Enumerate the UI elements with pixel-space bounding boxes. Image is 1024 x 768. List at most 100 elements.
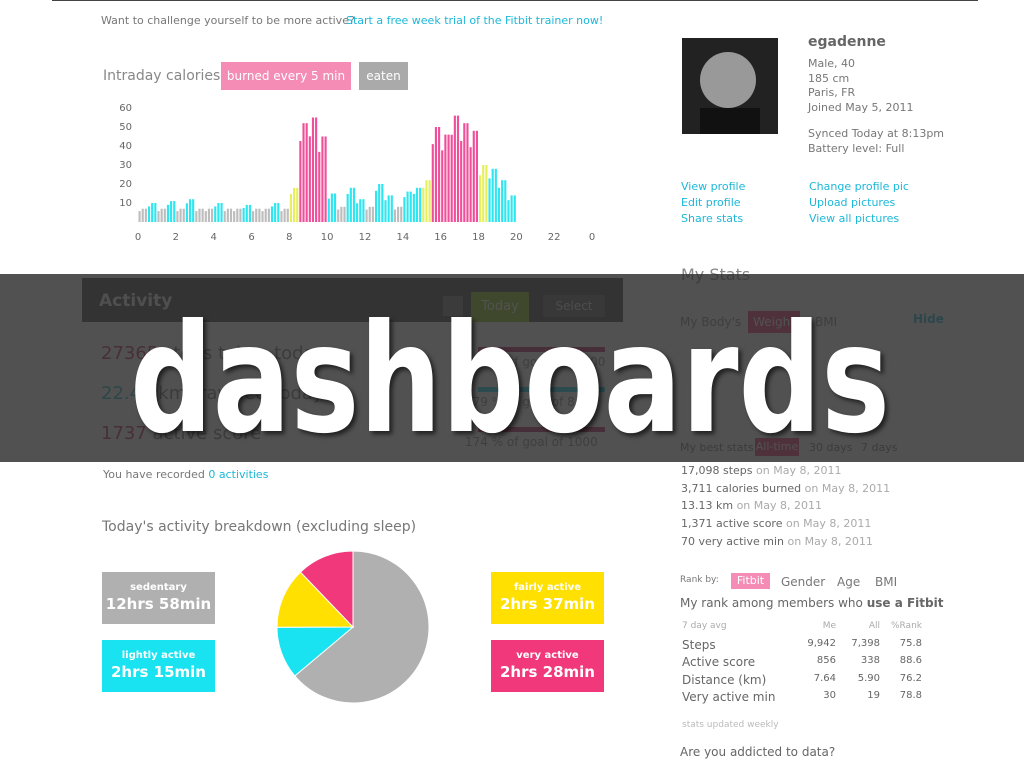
prompt: Want to challenge yourself to be more ac… bbox=[101, 14, 355, 27]
bar bbox=[226, 208, 229, 222]
rank-cell: 7.64 bbox=[813, 672, 836, 684]
bar bbox=[220, 203, 223, 222]
rank-cell: Active score bbox=[682, 655, 756, 670]
bar bbox=[466, 123, 469, 222]
bar bbox=[475, 130, 478, 222]
bar bbox=[217, 203, 220, 222]
bar bbox=[356, 203, 359, 222]
bar bbox=[151, 203, 154, 222]
rank-cell: 5.90 bbox=[857, 672, 880, 684]
rank-cell: 7,398 bbox=[851, 638, 880, 649]
bar bbox=[488, 178, 491, 222]
profile-link[interactable]: Share stats bbox=[681, 212, 744, 225]
pie-slice bbox=[299, 550, 354, 629]
box-label: sedentary bbox=[130, 582, 187, 593]
bar bbox=[406, 191, 409, 222]
bar bbox=[163, 208, 166, 222]
bar bbox=[384, 200, 387, 222]
bar bbox=[359, 199, 362, 222]
bar bbox=[327, 198, 330, 222]
profile-link[interactable]: Change profile pic bbox=[809, 180, 909, 193]
bar bbox=[211, 208, 214, 222]
bar bbox=[318, 151, 321, 222]
x-tick-label: 4 bbox=[210, 232, 216, 243]
overlay-band bbox=[0, 274, 1024, 462]
breakdown-box: lightly active 2hrs 15min bbox=[102, 640, 215, 692]
sync-info: Battery level: Full bbox=[808, 142, 905, 155]
breakdown-box: very active 2hrs 28min bbox=[491, 640, 604, 692]
breakdown-box: fairly active 2hrs 37min bbox=[491, 572, 604, 624]
x-tick-label: 12 bbox=[359, 232, 372, 243]
best-item: 13.13 km on May 8, 2011 bbox=[681, 499, 822, 512]
bar bbox=[239, 208, 242, 222]
activities-link[interactable]: 0 activities bbox=[208, 468, 269, 481]
bar bbox=[497, 187, 501, 222]
bar bbox=[501, 180, 504, 222]
bar bbox=[368, 206, 371, 222]
rank-tab[interactable]: BMI bbox=[875, 575, 898, 589]
bar bbox=[472, 130, 475, 222]
bar bbox=[346, 193, 349, 222]
profile-link[interactable]: View all pictures bbox=[809, 212, 900, 225]
bar bbox=[340, 206, 343, 222]
rank-tab[interactable]: Gender bbox=[781, 575, 826, 589]
recorded-text: You have recorded bbox=[103, 468, 205, 481]
box-value: 2hrs 37min bbox=[500, 595, 595, 613]
tab-eaten[interactable]: eaten bbox=[359, 62, 408, 90]
rank-cell: 75.8 bbox=[899, 638, 922, 649]
bar bbox=[428, 180, 431, 222]
sync-info: Synced Today at 8:13pm bbox=[808, 127, 945, 140]
bar bbox=[434, 127, 438, 222]
bar bbox=[447, 134, 450, 222]
bar bbox=[453, 115, 456, 222]
bar bbox=[188, 199, 192, 222]
best-date: on May 8, 2011 bbox=[804, 481, 891, 495]
profile-link[interactable]: Edit profile bbox=[681, 196, 741, 209]
bar bbox=[270, 206, 274, 222]
x-tick-label: 6 bbox=[248, 232, 254, 243]
bar bbox=[352, 187, 356, 222]
bar bbox=[258, 208, 261, 222]
rank-text: My rank among members who bbox=[680, 596, 863, 610]
rank-note: stats updated weekly bbox=[682, 720, 779, 730]
best-item: 3,711 calories burned on May 8, 2011 bbox=[681, 482, 890, 495]
rank-tab[interactable]: Age bbox=[837, 575, 861, 589]
bar bbox=[415, 187, 419, 222]
rank-cell: 856 bbox=[816, 655, 836, 667]
bar bbox=[236, 208, 239, 222]
profile-link[interactable]: Upload pictures bbox=[809, 196, 896, 209]
bar bbox=[321, 136, 324, 222]
profile-detail: Male, 40 bbox=[808, 57, 856, 70]
rank-header: All bbox=[868, 621, 880, 631]
best-value: 3,711 calories burned bbox=[681, 481, 802, 495]
rank-tab[interactable]: Fitbit bbox=[731, 573, 770, 589]
bar bbox=[504, 180, 507, 222]
bar bbox=[223, 211, 226, 222]
bar bbox=[261, 211, 264, 222]
rank-cell: Very active min bbox=[682, 689, 776, 704]
bar bbox=[267, 208, 270, 222]
bar bbox=[425, 180, 428, 222]
photo-face bbox=[700, 52, 756, 108]
bar bbox=[485, 165, 488, 222]
rank-header: %Rank bbox=[890, 621, 922, 631]
profile-link[interactable]: View profile bbox=[681, 180, 746, 193]
bar bbox=[292, 187, 296, 222]
x-tick-label: 2 bbox=[173, 232, 179, 243]
bar bbox=[264, 208, 267, 222]
bar bbox=[154, 203, 157, 222]
best-item: 17,098 steps on May 8, 2011 bbox=[681, 464, 841, 477]
rank-label: Rank by: bbox=[680, 575, 719, 585]
x-tick-label: 20 bbox=[510, 232, 523, 243]
bar bbox=[324, 136, 327, 222]
bar bbox=[333, 193, 337, 222]
pie-slice bbox=[276, 571, 355, 628]
tab-burned[interactable]: burned every 5 min bbox=[221, 62, 351, 90]
trial-link[interactable]: Start a free week trial of the Fitbit tr… bbox=[346, 14, 604, 27]
bar bbox=[207, 208, 211, 222]
rank-cell: 88.6 bbox=[899, 655, 922, 667]
bar bbox=[390, 195, 393, 222]
x-tick-label: 22 bbox=[548, 232, 561, 243]
rank-cell: 30 bbox=[823, 689, 836, 701]
bar bbox=[409, 191, 412, 222]
